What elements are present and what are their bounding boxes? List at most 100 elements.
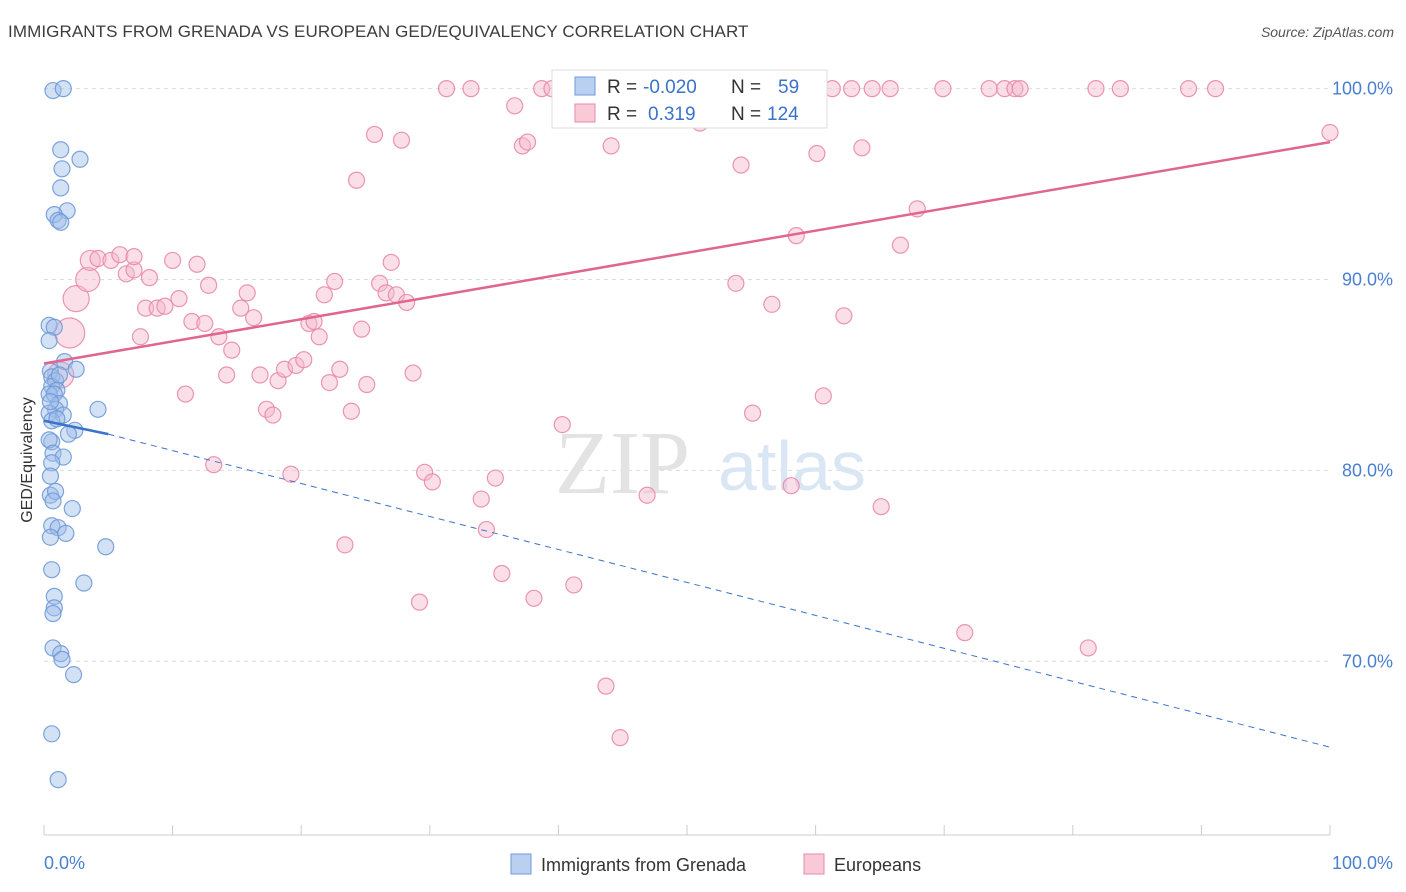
point-europeans <box>156 297 174 315</box>
point-europeans <box>140 269 159 287</box>
point-europeans <box>872 498 890 516</box>
point-europeans <box>238 284 256 302</box>
point-europeans <box>371 274 389 292</box>
point-grenada <box>41 528 60 546</box>
point-europeans <box>196 314 214 333</box>
point-europeans <box>462 80 480 98</box>
x-tick-label-end: 100.0% <box>1332 853 1393 873</box>
legend-r-value-1: -0.020 <box>643 77 697 98</box>
point-europeans <box>565 576 583 594</box>
trend-line-grenada <box>43 419 109 436</box>
watermark-atlas: atlas <box>718 427 866 505</box>
point-grenada <box>44 492 62 510</box>
point-grenada <box>43 454 61 472</box>
point-grenada <box>52 645 70 663</box>
point-europeans <box>518 133 537 151</box>
point-europeans <box>611 729 629 747</box>
point-europeans <box>310 328 328 346</box>
point-europeans <box>188 255 206 273</box>
point-europeans <box>881 80 899 98</box>
point-europeans <box>125 261 143 279</box>
point-grenada <box>52 213 70 231</box>
point-europeans <box>377 284 395 302</box>
legend-swatch-pink <box>574 103 596 123</box>
point-europeans <box>525 589 543 607</box>
point-europeans <box>1321 123 1339 142</box>
point-europeans <box>223 341 241 359</box>
point-europeans <box>638 486 656 504</box>
point-grenada <box>57 524 75 542</box>
point-europeans <box>200 276 218 294</box>
point-europeans <box>295 351 313 369</box>
source-credit: Source: ZipAtlas.com <box>1260 24 1394 40</box>
point-europeans <box>486 469 504 487</box>
point-grenada <box>44 81 62 100</box>
point-grenada <box>75 574 93 592</box>
point-europeans <box>437 80 456 98</box>
trend-lines <box>43 140 1331 748</box>
point-europeans <box>62 285 90 313</box>
series-legend-swatch-europeans <box>803 853 825 875</box>
point-europeans <box>111 246 129 264</box>
point-europeans <box>1087 80 1105 98</box>
legend-n-label-2: N = <box>731 104 761 125</box>
point-grenada <box>40 332 58 350</box>
point-grenada <box>41 393 60 411</box>
watermark-zip: ZIP <box>555 414 690 513</box>
point-grenada <box>52 141 70 159</box>
point-europeans <box>336 536 354 554</box>
point-europeans <box>404 364 422 382</box>
point-europeans <box>423 473 441 491</box>
point-europeans <box>131 328 150 346</box>
point-europeans <box>164 251 182 270</box>
legend-r-label-1: R = <box>607 77 637 98</box>
point-europeans <box>843 80 861 98</box>
point-europeans <box>392 131 411 149</box>
point-europeans <box>326 272 344 291</box>
point-grenada <box>59 425 78 443</box>
point-grenada <box>97 538 115 556</box>
point-europeans <box>1179 80 1198 98</box>
point-grenada <box>49 211 67 229</box>
point-grenada <box>50 366 69 384</box>
point-europeans <box>863 80 881 98</box>
series-legend-swatch-grenada <box>510 853 532 875</box>
point-europeans <box>320 373 339 392</box>
point-europeans <box>934 80 952 98</box>
legend-swatch-blue <box>574 76 596 96</box>
point-grenada <box>43 561 61 579</box>
point-europeans <box>506 97 524 115</box>
point-grenada <box>67 360 85 378</box>
point-europeans <box>232 299 250 317</box>
point-europeans <box>1079 639 1097 657</box>
point-europeans <box>170 290 188 308</box>
point-grenada <box>40 431 58 449</box>
point-europeans <box>743 404 762 422</box>
point-europeans <box>597 677 615 695</box>
x-tick-label-start: 0.0% <box>44 853 85 873</box>
point-grenada <box>71 150 89 168</box>
point-europeans <box>205 456 223 474</box>
point-europeans <box>782 477 800 495</box>
series-legend: Immigrants from Grenada Europeans <box>510 853 921 875</box>
point-grenada <box>44 604 62 623</box>
point-europeans <box>75 266 101 293</box>
point-europeans <box>353 320 371 338</box>
stats-legend: R = -0.020 N = 59 R = 0.319 N = 124 <box>551 69 828 129</box>
point-europeans <box>117 265 135 283</box>
point-europeans <box>102 251 120 270</box>
y-tick-label: 80.0% <box>1342 460 1393 480</box>
point-europeans <box>553 415 571 434</box>
point-europeans <box>251 366 269 384</box>
series-legend-label-europeans: Europeans <box>834 855 921 875</box>
point-grenada <box>63 499 81 518</box>
trend-line-grenada-extrapolated <box>108 433 1331 748</box>
point-grenada <box>53 160 71 178</box>
point-europeans <box>342 402 360 420</box>
point-grenada <box>41 467 60 485</box>
point-europeans <box>727 274 745 292</box>
point-grenada <box>49 771 67 789</box>
point-europeans <box>1111 80 1129 98</box>
point-europeans <box>410 593 429 611</box>
point-europeans <box>257 400 276 418</box>
